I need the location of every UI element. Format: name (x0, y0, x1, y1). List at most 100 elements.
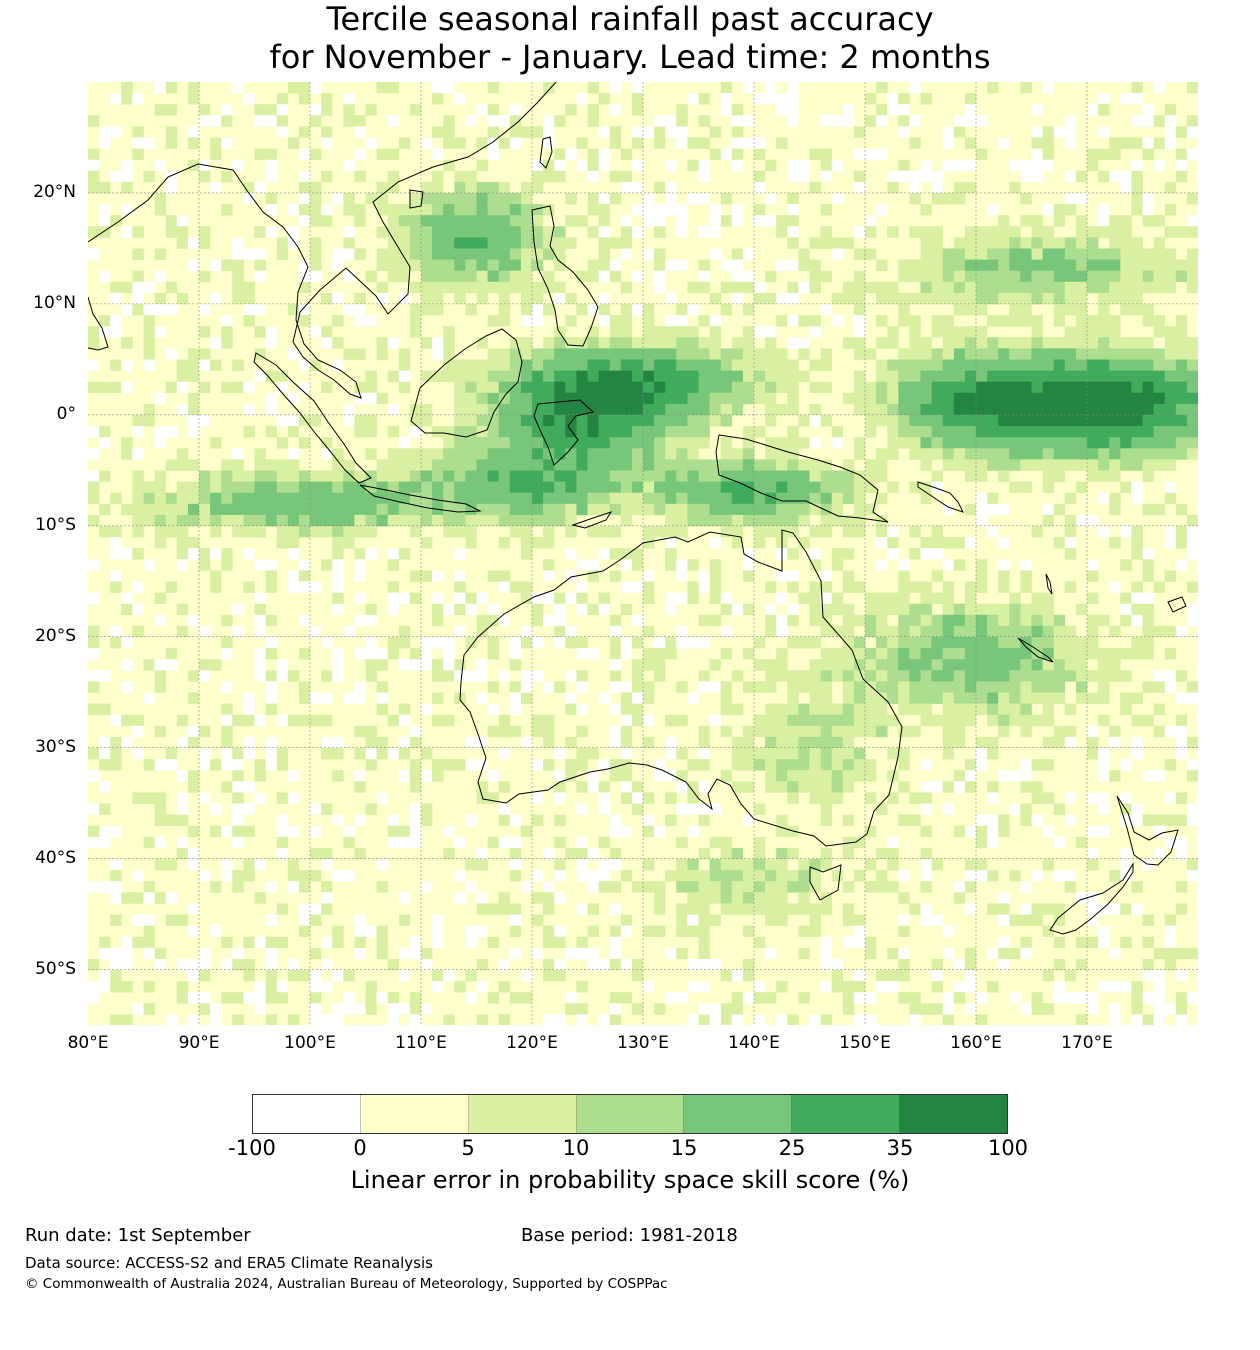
skill-cell (554, 681, 566, 693)
skill-cell (1075, 193, 1088, 205)
skill-cell (865, 226, 877, 238)
skill-cell (720, 592, 733, 604)
skill-cell (731, 503, 744, 516)
skill-cell (820, 348, 832, 360)
skill-cell (487, 381, 499, 394)
skill-cell (443, 193, 455, 205)
skill-cell (498, 492, 511, 505)
skill-cell (920, 248, 932, 260)
skill-cell (1031, 415, 1043, 427)
skill-cell (953, 825, 966, 838)
skill-cell (176, 770, 189, 782)
skill-cell (321, 104, 333, 116)
skill-cell (532, 359, 544, 371)
skill-cell (809, 903, 821, 915)
skill-cell (998, 359, 1010, 371)
skill-cell (765, 270, 777, 283)
skill-cell (587, 559, 599, 571)
skill-cell (1164, 759, 1177, 771)
skill-cell (398, 825, 411, 838)
skill-cell (787, 548, 799, 560)
skill-cell (920, 759, 932, 771)
skill-cell (931, 781, 943, 793)
skill-cell (953, 614, 966, 627)
skill-cell (609, 570, 622, 582)
skill-cell (942, 159, 955, 172)
skill-cell (176, 958, 189, 971)
skill-cell (587, 903, 599, 915)
skill-cell (287, 459, 300, 471)
skill-cell (631, 481, 644, 493)
skill-cell (942, 725, 955, 738)
skill-cell (243, 548, 255, 560)
skill-cell (1120, 481, 1132, 493)
skill-cell (498, 437, 511, 449)
skill-cell (421, 448, 433, 460)
skill-cell (387, 559, 400, 571)
skill-cell (165, 170, 178, 183)
skill-cell (620, 914, 633, 926)
skill-cell (1064, 204, 1077, 216)
skill-cell (909, 670, 921, 682)
skill-cell (243, 381, 255, 394)
skill-cell (1175, 326, 1188, 338)
skill-cell (720, 381, 733, 394)
skill-cell (665, 648, 677, 660)
skill-cell (409, 947, 422, 960)
skill-cell (654, 126, 666, 138)
skill-cell (631, 270, 644, 283)
skill-cell (554, 836, 566, 849)
skill-cell (498, 226, 511, 238)
skill-cell (687, 159, 699, 172)
skill-cell (465, 359, 477, 371)
skill-cell (709, 681, 721, 693)
skill-cell (798, 892, 810, 904)
skill-cell (631, 470, 644, 482)
skill-cell (199, 381, 211, 394)
skill-cell (187, 126, 200, 138)
skill-cell (465, 814, 477, 826)
skill-cell (1053, 381, 1066, 394)
skill-cell (809, 736, 821, 749)
skill-cell (809, 526, 821, 538)
skill-cell (853, 470, 866, 482)
skill-cell (210, 570, 222, 582)
skill-cell (1031, 226, 1043, 238)
skill-cell (665, 481, 677, 493)
skill-cell (942, 459, 955, 471)
skill-cell (976, 659, 988, 671)
skill-cell (454, 870, 466, 882)
skill-cell (809, 603, 821, 616)
skill-cell (443, 237, 455, 249)
skill-cell (731, 670, 744, 682)
skill-cell (565, 703, 577, 715)
skill-cell (254, 181, 266, 194)
skill-cell (742, 470, 755, 482)
skill-cell (1153, 82, 1165, 94)
skill-cell (1087, 748, 1099, 760)
skill-cell (676, 304, 688, 316)
skill-cell (687, 903, 699, 915)
skill-cell (276, 459, 289, 471)
skill-cell (742, 492, 755, 505)
skill-cell (1020, 781, 1032, 793)
skill-cell (1064, 248, 1077, 260)
skill-cell (654, 459, 666, 471)
skill-cell (354, 470, 366, 482)
skill-cell (1087, 914, 1099, 926)
skill-cell (187, 370, 200, 382)
skill-cell (1031, 914, 1043, 926)
skill-cell (587, 204, 599, 216)
skill-cell (210, 659, 222, 671)
skill-cell (842, 736, 855, 749)
skill-cell (565, 426, 577, 438)
skill-cell (1131, 381, 1143, 394)
skill-cell (665, 259, 677, 271)
skill-cell (998, 426, 1010, 438)
skill-cell (298, 181, 311, 194)
skill-cell (620, 692, 633, 704)
skill-cell (1064, 415, 1077, 427)
skill-cell (665, 459, 677, 471)
skill-cell (554, 503, 566, 516)
skill-cell (110, 625, 122, 638)
